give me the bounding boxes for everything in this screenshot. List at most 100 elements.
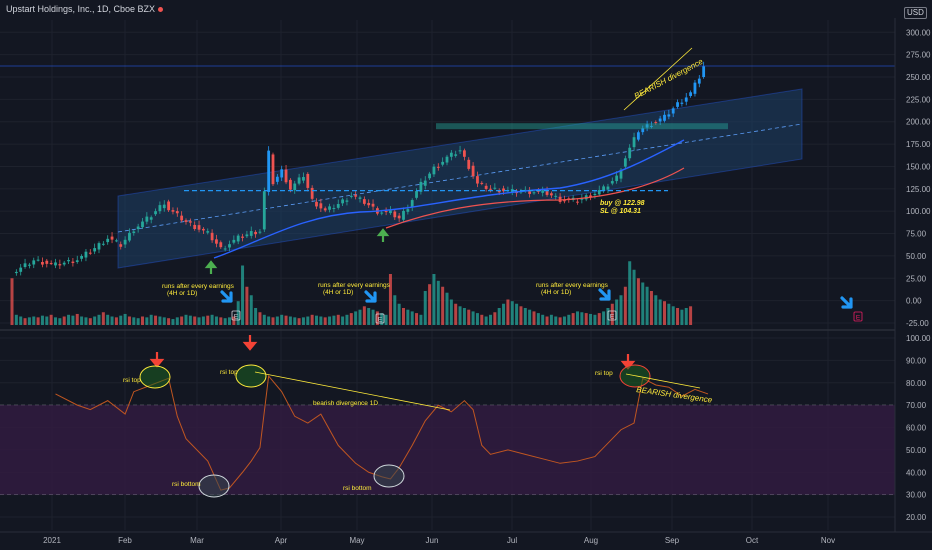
volume-bar <box>323 317 327 325</box>
volume-bar <box>354 311 358 325</box>
volume-bar <box>467 309 471 325</box>
price-tick-label: -25.00 <box>906 319 929 328</box>
candle-body <box>19 267 23 272</box>
volume-bar <box>32 316 36 325</box>
time-tick-label: May <box>349 536 364 545</box>
price-tick-label: 0.00 <box>906 297 922 306</box>
volume-bar <box>619 295 623 325</box>
volume-bar <box>475 313 479 325</box>
candle-body <box>663 114 666 121</box>
volume-bar <box>175 317 179 325</box>
volume-bar <box>127 316 131 325</box>
volume-bar <box>75 313 79 325</box>
candle-body <box>328 206 331 210</box>
candle-body <box>154 211 157 215</box>
volume-bar <box>623 286 627 325</box>
volume-bar <box>410 311 414 325</box>
volume-bar <box>615 299 619 325</box>
candles <box>14 61 706 276</box>
candle-body <box>23 263 27 268</box>
volume-bar <box>380 313 384 325</box>
candle-body <box>637 132 640 140</box>
candle-body <box>14 271 18 274</box>
volume-bar <box>80 316 84 325</box>
rsi-band <box>0 405 895 495</box>
volume-bar <box>610 303 614 325</box>
candle-body <box>158 205 162 212</box>
candle-body <box>619 169 623 179</box>
volume-bar <box>589 313 593 325</box>
volume-bar <box>310 314 314 325</box>
volume-bar <box>71 315 75 325</box>
market-status-dot <box>158 7 164 13</box>
candle-body <box>436 166 440 168</box>
price-tick-label: 100.00 <box>906 207 931 216</box>
candle-body <box>554 195 558 197</box>
candle-body <box>654 122 658 124</box>
price-tick-label: 250.00 <box>906 73 931 82</box>
volume-bar <box>223 318 227 325</box>
candle-body <box>380 212 384 214</box>
candle-body <box>193 224 197 229</box>
candle-body <box>258 231 262 233</box>
price-tick-label: 200.00 <box>906 118 931 127</box>
volume-bar <box>454 303 458 325</box>
volume-bar <box>241 265 245 325</box>
volume-bar <box>497 308 501 325</box>
candle-body <box>702 66 706 77</box>
candle-body <box>297 177 301 184</box>
annotation-text: (4H or 1D) <box>323 289 353 296</box>
volume-bar <box>680 309 684 325</box>
volume-bar <box>228 317 231 325</box>
volume-bar <box>641 282 645 325</box>
volume-bar <box>362 306 366 325</box>
volume-bar <box>188 315 192 325</box>
candle-body <box>32 260 36 265</box>
volume-bar <box>502 303 506 325</box>
candle-body <box>658 118 662 122</box>
volume-bar <box>301 317 305 325</box>
volume-bar <box>136 318 140 325</box>
volume-bars <box>10 261 693 325</box>
candle-body <box>610 181 614 184</box>
volume-bar <box>197 317 201 325</box>
volume-bar <box>571 313 575 325</box>
volume-bar <box>45 316 49 325</box>
volume-bar <box>484 316 488 325</box>
candle-body <box>563 200 566 202</box>
candle-body <box>202 228 205 231</box>
annotation-text: rsi bottom <box>172 481 201 488</box>
time-tick-label: Jun <box>426 536 439 545</box>
candle-body <box>536 190 540 192</box>
volume-bar <box>436 280 440 325</box>
volume-bar <box>275 316 279 325</box>
candle-body <box>445 156 449 163</box>
currency-badge[interactable]: USD <box>904 7 927 19</box>
volume-bar <box>14 314 18 325</box>
candle-body <box>458 150 462 152</box>
candle-body <box>362 199 366 204</box>
volume-bar <box>419 314 423 325</box>
volume-bar <box>388 274 392 325</box>
candle-body <box>206 231 210 233</box>
annotation-text: runs after every earnings <box>536 282 609 289</box>
volume-bar <box>49 314 53 325</box>
volume-bar <box>358 309 362 325</box>
candle-body <box>180 215 184 221</box>
candle-body <box>275 176 279 182</box>
volume-bar <box>167 318 171 325</box>
volume-bar <box>545 316 549 325</box>
volume-bar <box>293 317 297 325</box>
volume-bar <box>493 312 497 325</box>
candle-body <box>106 238 110 243</box>
candle-body <box>36 259 40 261</box>
candle-body <box>41 261 44 265</box>
candle-body <box>471 165 475 177</box>
candle-body <box>432 166 436 175</box>
time-tick-label: Mar <box>190 536 204 545</box>
volume-bar <box>532 311 536 325</box>
volume-bar <box>441 286 445 325</box>
candle-body <box>410 200 414 208</box>
candle-body <box>567 198 571 200</box>
